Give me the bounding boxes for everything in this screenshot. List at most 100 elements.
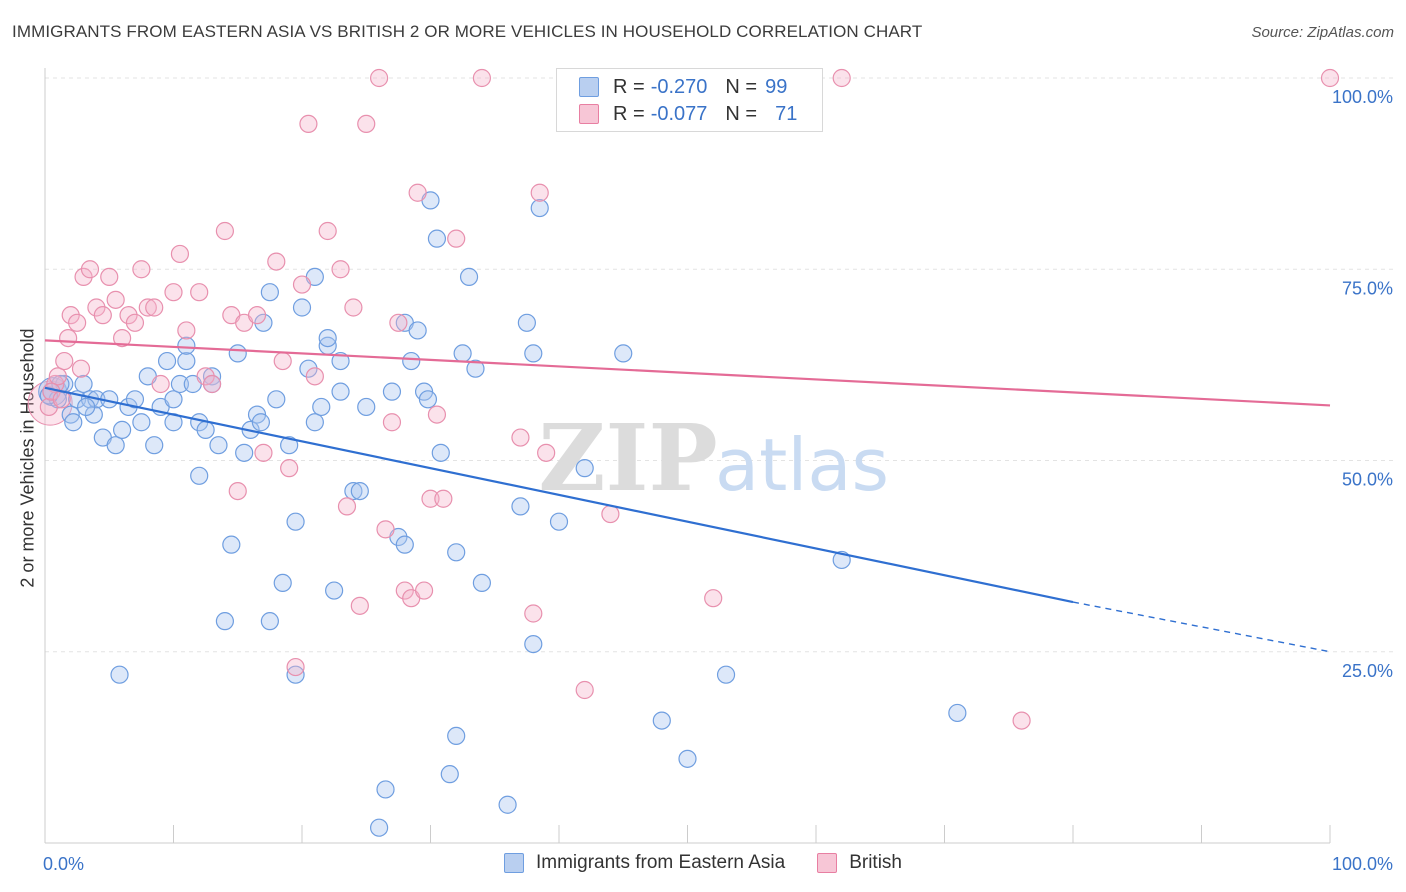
stats-legend: R = -0.270 N = 99 R = -0.077 N = 71 bbox=[556, 68, 823, 132]
legend-r-value: -0.270 bbox=[650, 75, 708, 98]
point-british bbox=[1320, 68, 1340, 88]
y-tick-label: 100.0% bbox=[1332, 87, 1393, 107]
point-eastern-asia bbox=[427, 229, 447, 248]
point-eastern-asia bbox=[402, 351, 421, 371]
point-british bbox=[267, 252, 286, 271]
legend-r-label: R = bbox=[613, 102, 645, 125]
point-british bbox=[100, 267, 119, 286]
point-eastern-asia bbox=[382, 382, 402, 401]
point-eastern-asia bbox=[325, 581, 344, 600]
legend-n-value: 99 bbox=[765, 75, 788, 98]
point-british bbox=[305, 367, 324, 386]
y-tick-label: 25.0% bbox=[1342, 661, 1393, 681]
point-british bbox=[421, 489, 440, 508]
point-eastern-asia bbox=[209, 436, 228, 455]
point-british bbox=[472, 68, 491, 88]
legend-swatch-british bbox=[579, 104, 599, 124]
legend-n-value: 71 bbox=[775, 102, 798, 125]
point-eastern-asia bbox=[157, 351, 177, 371]
point-eastern-asia bbox=[472, 573, 491, 593]
legend-item-british[interactable]: British bbox=[817, 852, 902, 874]
y-tick-label: 75.0% bbox=[1342, 278, 1393, 298]
point-eastern-asia bbox=[190, 466, 209, 485]
point-eastern-asia bbox=[267, 390, 286, 409]
point-british bbox=[292, 275, 312, 294]
point-eastern-asia bbox=[286, 665, 305, 684]
point-british bbox=[247, 306, 267, 325]
point-british bbox=[93, 306, 112, 325]
point-eastern-asia bbox=[524, 634, 543, 654]
point-eastern-asia bbox=[678, 749, 697, 768]
point-british bbox=[112, 329, 132, 348]
point-eastern-asia bbox=[395, 535, 414, 554]
point-eastern-asia bbox=[74, 374, 93, 394]
point-british bbox=[331, 260, 350, 279]
watermark-zip: ZIP bbox=[538, 404, 717, 512]
point-eastern-asia bbox=[344, 482, 363, 501]
point-eastern-asia bbox=[312, 397, 331, 417]
point-british bbox=[71, 359, 91, 378]
legend-n-label: N = bbox=[725, 75, 758, 98]
point-british bbox=[704, 589, 723, 608]
point-eastern-asia bbox=[260, 283, 279, 302]
point-british bbox=[59, 329, 78, 348]
point-eastern-asia bbox=[498, 795, 517, 814]
point-eastern-asia bbox=[196, 420, 215, 439]
point-british bbox=[164, 283, 183, 302]
chart-title: IMMIGRANTS FROM EASTERN ASIA VS BRITISH … bbox=[12, 22, 923, 41]
watermark-atlas: atlas bbox=[715, 423, 889, 507]
point-british bbox=[145, 298, 164, 317]
point-british bbox=[408, 183, 427, 202]
point-eastern-asia bbox=[84, 405, 103, 424]
point-eastern-asia bbox=[64, 413, 83, 432]
point-british bbox=[370, 68, 389, 88]
legend-r-value: -0.077 bbox=[650, 102, 708, 125]
point-eastern-asia bbox=[948, 703, 967, 723]
point-eastern-asia bbox=[716, 665, 736, 684]
point-eastern-asia bbox=[280, 436, 299, 455]
legend-item-eastern-asia[interactable]: Immigrants from Eastern Asia bbox=[504, 852, 785, 874]
point-british bbox=[434, 489, 453, 508]
point-british bbox=[286, 657, 305, 677]
trend-line-eastern-asia bbox=[44, 386, 1074, 604]
point-british bbox=[228, 482, 247, 501]
point-british bbox=[344, 298, 363, 317]
point-british bbox=[447, 229, 466, 248]
point-eastern-asia bbox=[228, 344, 247, 363]
point-eastern-asia bbox=[177, 336, 196, 355]
point-eastern-asia bbox=[273, 573, 292, 593]
point-eastern-asia bbox=[350, 482, 369, 501]
point-british bbox=[190, 283, 209, 302]
point-british bbox=[151, 374, 170, 394]
point-british bbox=[350, 596, 369, 615]
point-eastern-asia bbox=[145, 436, 164, 455]
point-eastern-asia bbox=[549, 512, 569, 531]
x-tick-label-min: 0.0% bbox=[43, 854, 84, 874]
tick-labels: 25.0% 50.0% 75.0% 100.0% 0.0% 100.0% bbox=[43, 87, 1393, 874]
series-legend: Immigrants from Eastern Asia British bbox=[0, 852, 1406, 874]
point-british bbox=[68, 313, 87, 332]
point-british bbox=[273, 351, 292, 371]
point-british bbox=[414, 581, 434, 600]
gridlines bbox=[45, 77, 1395, 653]
legend-n-label: N = bbox=[725, 102, 758, 125]
point-eastern-asia bbox=[331, 382, 350, 401]
point-british bbox=[382, 413, 402, 432]
point-eastern-asia bbox=[164, 390, 183, 409]
legend-label-eastern-asia: Immigrants from Eastern Asia bbox=[536, 852, 786, 873]
point-eastern-asia bbox=[318, 329, 337, 348]
axes bbox=[44, 68, 1331, 844]
point-eastern-asia bbox=[251, 413, 270, 432]
y-tick-label: 50.0% bbox=[1342, 470, 1393, 490]
point-eastern-asia bbox=[408, 321, 427, 340]
point-british bbox=[215, 221, 234, 241]
point-british bbox=[601, 504, 620, 524]
point-british bbox=[138, 298, 157, 317]
point-eastern-asia bbox=[222, 535, 241, 554]
point-british bbox=[202, 374, 222, 394]
point-eastern-asia bbox=[177, 351, 196, 371]
point-eastern-asia bbox=[652, 711, 671, 730]
x-tick-label-max: 100.0% bbox=[1332, 854, 1393, 874]
point-british bbox=[48, 367, 67, 386]
legend-swatch-eastern-asia bbox=[579, 77, 599, 97]
